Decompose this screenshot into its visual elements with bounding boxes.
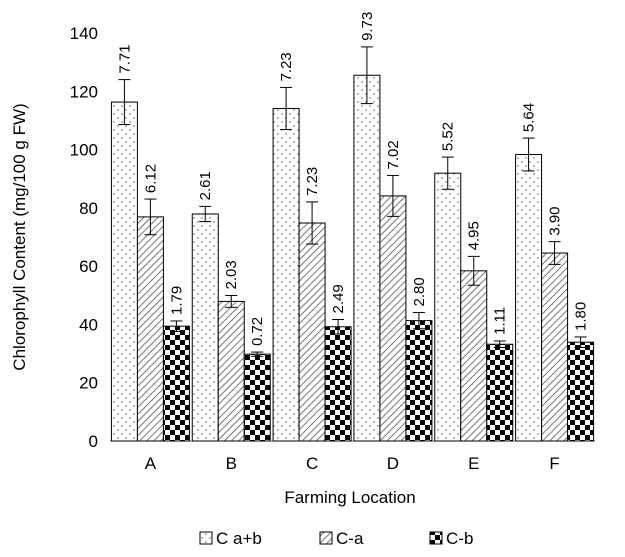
- error-value-label: 2.80: [411, 277, 428, 306]
- error-bar: [170, 320, 183, 332]
- error-bars: [118, 46, 587, 357]
- error-value-label: 4.95: [466, 221, 483, 250]
- bar-c-a-b-a: [110, 101, 138, 442]
- error-value-label: 3.90: [547, 206, 564, 235]
- error-bar: [493, 340, 506, 348]
- bar-c-a-b-d: [353, 74, 381, 442]
- error-value-label: 2.03: [223, 260, 240, 289]
- legend-item: C-a: [319, 529, 364, 548]
- error-bar: [225, 294, 238, 308]
- legend: C a+b C-a C-b: [199, 529, 473, 548]
- bars: [110, 74, 595, 442]
- error-bar: [280, 86, 293, 131]
- error-bar: [574, 336, 587, 348]
- x-tick-label: C: [306, 454, 318, 473]
- x-tick-label: B: [226, 454, 237, 473]
- error-bar: [412, 311, 425, 330]
- x-axis-title: Farming Location: [284, 488, 415, 507]
- error-bar: [441, 156, 454, 190]
- error-value-label: 7.23: [304, 167, 321, 196]
- y-tick-label: 100: [70, 141, 98, 160]
- bar-c-a-b-e: [434, 172, 462, 442]
- error-value-label: 7.23: [278, 52, 295, 81]
- error-bar: [467, 255, 480, 286]
- bar-c-b-c: [324, 326, 352, 442]
- error-bar: [360, 46, 373, 105]
- y-tick-label: 60: [79, 257, 98, 276]
- bar-c-a-d: [379, 195, 407, 442]
- bar-c-a-a: [136, 216, 164, 442]
- error-value-label: 1.79: [168, 286, 185, 315]
- bar-c-a-f: [541, 252, 569, 442]
- error-bar: [306, 201, 319, 245]
- y-tick-label: 0: [89, 432, 98, 451]
- bar-c-b-e: [486, 343, 514, 442]
- bar-c-b-a: [162, 325, 190, 442]
- y-tick-label: 40: [79, 315, 98, 334]
- error-bar: [199, 205, 212, 223]
- legend-swatch: [199, 531, 213, 545]
- error-value-label: 2.61: [197, 171, 214, 200]
- y-axis-ticks: 0 20 40 60 80 100 120 140: [70, 24, 98, 451]
- legend-item: C a+b: [199, 529, 262, 548]
- bar-c-a-b-b: [191, 213, 219, 442]
- bar-c-b-b: [243, 353, 271, 442]
- bar-c-b-d: [405, 320, 433, 442]
- error-value-label: 0.72: [249, 317, 266, 346]
- x-axis-ticks: A B C D E F: [145, 454, 560, 473]
- y-axis-title: Chlorophyll Content (mg/100 g FW): [10, 103, 29, 370]
- legend-swatch: [319, 531, 333, 545]
- error-value-label: 5.52: [440, 122, 457, 151]
- legend-label: C a+b: [216, 529, 262, 548]
- error-value-label: 9.73: [359, 12, 376, 41]
- error-value-label: 1.80: [573, 302, 590, 331]
- bar-c-a-b-f: [515, 154, 543, 442]
- error-bar: [522, 137, 535, 172]
- x-tick-label: D: [387, 454, 399, 473]
- legend-item: C-b: [429, 529, 473, 548]
- error-value-label: 7.71: [116, 44, 133, 73]
- x-tick-label: E: [468, 454, 479, 473]
- error-value-label: 5.64: [521, 103, 538, 132]
- legend-label: C-b: [446, 529, 473, 548]
- bar-c-a-b: [217, 300, 245, 442]
- error-bar: [144, 198, 157, 236]
- bar-c-a-e: [460, 270, 488, 442]
- legend-swatch: [429, 531, 443, 545]
- error-bar: [118, 79, 131, 126]
- y-tick-label: 20: [79, 374, 98, 393]
- legend-label: C-a: [336, 529, 364, 548]
- y-tick-label: 80: [79, 199, 98, 218]
- error-labels: 7.71 6.12 1.79 2.61 2.03 0.72 7.23 7.23 2.49 9.73…: [116, 12, 589, 346]
- y-tick-label: 120: [70, 82, 98, 101]
- x-tick-label: F: [549, 454, 559, 473]
- x-tick-label: A: [145, 454, 157, 473]
- error-value-label: 6.12: [142, 164, 159, 193]
- error-bar: [332, 319, 345, 335]
- error-bar: [386, 174, 399, 217]
- bar-c-b-f: [567, 341, 595, 442]
- error-value-label: 2.49: [330, 284, 347, 313]
- error-bar: [548, 241, 561, 265]
- bar-c-a-b-c: [272, 107, 300, 442]
- bar-c-a-c: [298, 222, 326, 442]
- y-tick-label: 140: [70, 24, 98, 43]
- error-value-label: 7.02: [385, 140, 402, 169]
- error-value-label: 1.11: [492, 307, 509, 335]
- error-bar: [251, 351, 264, 357]
